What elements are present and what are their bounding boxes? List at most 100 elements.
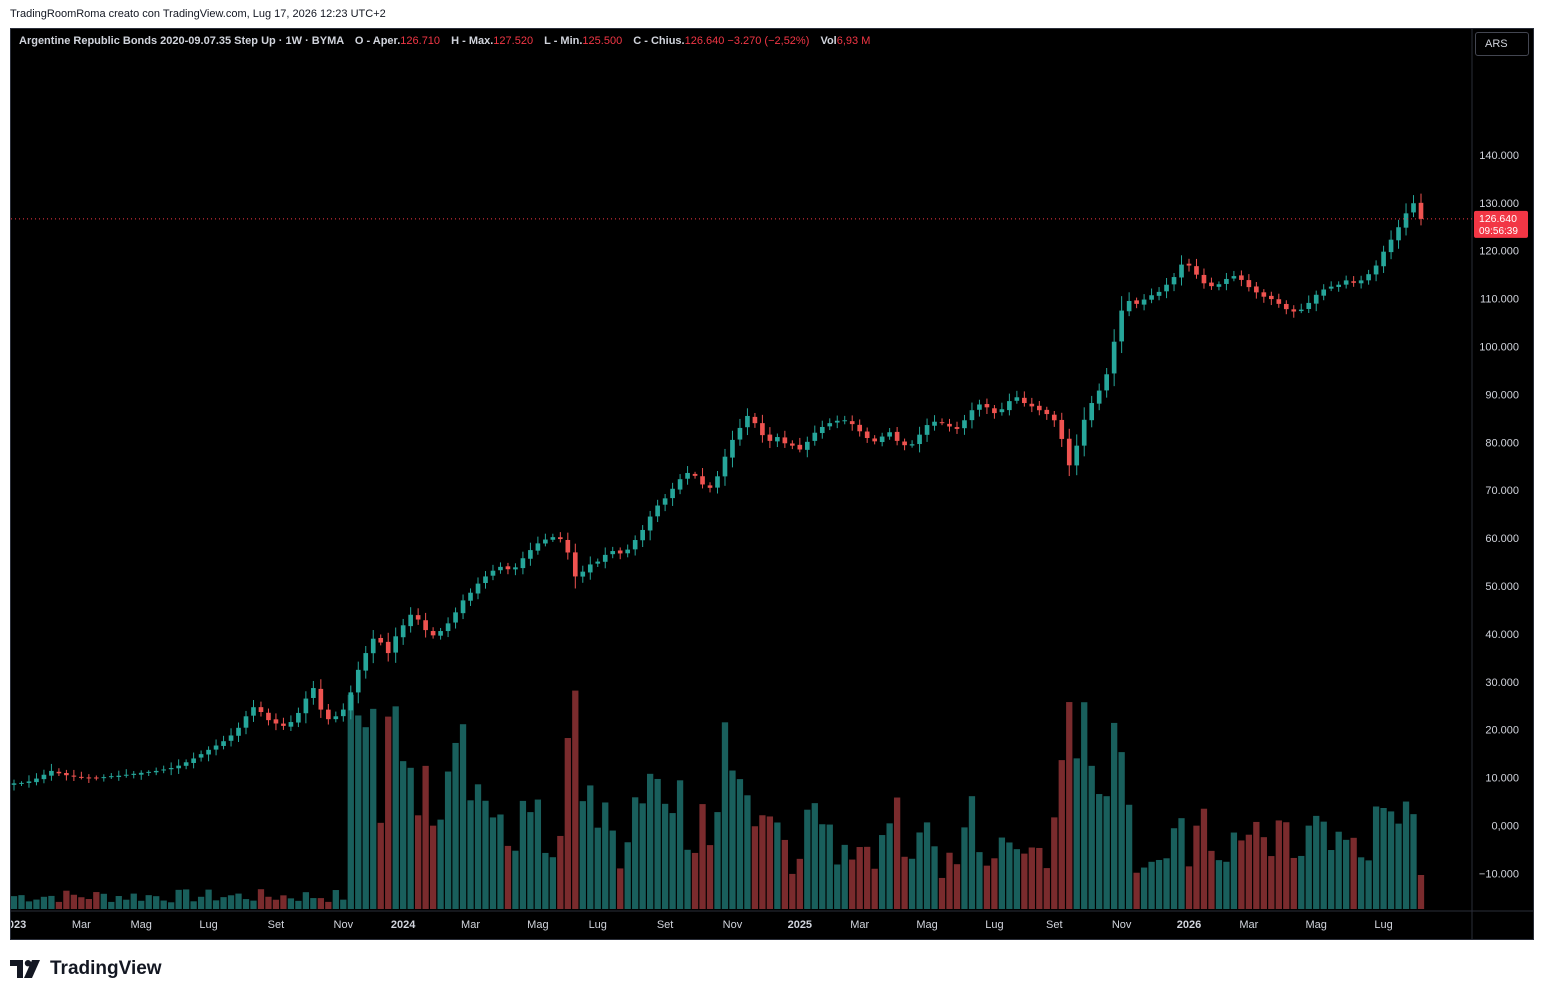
candle-body (857, 424, 863, 432)
y-tick-label: 30.000 (1485, 677, 1519, 689)
candle-body (842, 420, 848, 422)
candle-body (1089, 403, 1095, 421)
volume-bar (317, 898, 324, 909)
volume-bar (1387, 811, 1395, 909)
volume-bar (227, 895, 235, 909)
candle-body (41, 774, 47, 780)
candle-body (1246, 280, 1252, 288)
volume-bar (983, 865, 991, 909)
y-tick-label: 40.000 (1485, 629, 1519, 641)
volume-bar (774, 822, 781, 909)
volume-bar (242, 899, 250, 909)
volume-bar (714, 812, 721, 909)
candle-body (962, 420, 967, 429)
tradingview-logo[interactable]: TradingView (10, 958, 162, 980)
candle-body (340, 709, 346, 717)
candle-body (1261, 292, 1267, 297)
volume-bar (1275, 820, 1282, 909)
candle-body (34, 778, 39, 783)
candle-body (954, 427, 960, 429)
candle-body (662, 498, 668, 505)
x-tick-label: Set (657, 919, 674, 931)
y-tick-label: 0,000 (1491, 821, 1519, 833)
volume-bar (594, 827, 601, 909)
candle-body (1291, 309, 1297, 312)
volume-bar (617, 868, 624, 909)
candle-body (333, 716, 339, 720)
volume-bar (85, 899, 92, 909)
volume-bar (901, 856, 908, 909)
volume-bar (938, 877, 946, 909)
volume-bar (437, 819, 444, 909)
candle-body (1051, 414, 1057, 421)
x-tick-label: Set (1046, 919, 1063, 931)
volume-bar (153, 896, 160, 909)
volume-bar (310, 898, 317, 909)
volume-bar (1125, 804, 1133, 909)
x-tick-label: Mar (1239, 919, 1258, 931)
volume-bar (467, 800, 474, 909)
candle-body (64, 773, 69, 776)
volume-bar (1081, 702, 1088, 909)
volume-bar (55, 901, 63, 909)
candle-body (1254, 286, 1259, 293)
candle-body (213, 745, 219, 750)
candle-body (1231, 276, 1237, 279)
y-tick-label: 100.000 (1479, 342, 1519, 354)
x-tick-label: Lug (199, 919, 217, 931)
volume-bar (1395, 823, 1402, 909)
volume-bar (1230, 832, 1238, 909)
volume-bar (1036, 847, 1043, 909)
candle-body (602, 554, 608, 562)
volume-bar (197, 896, 205, 909)
candle-body (303, 698, 309, 714)
candle-body (460, 600, 466, 614)
candle-body (1126, 301, 1132, 312)
legend-open-value: 126.710 (400, 35, 441, 47)
volume-bar (1417, 875, 1425, 909)
volume-bar (1410, 814, 1417, 909)
currency-button[interactable]: ARS (1475, 32, 1529, 56)
y-tick-label: 90.000 (1485, 389, 1519, 401)
volume-bar (1402, 801, 1410, 909)
volume-bar (504, 845, 512, 909)
volume-bar (1118, 752, 1125, 909)
candle-body (902, 441, 907, 446)
candle-body (26, 781, 32, 783)
candle-body (1036, 405, 1042, 411)
price-volume-chart[interactable]: 140.000 130.000 120.000 110.000 100.000 90.00… (11, 29, 1533, 939)
candle-body (1119, 310, 1124, 342)
volume-bar (871, 868, 878, 909)
chart-panel[interactable]: 140.000 130.000 120.000 110.000 100.000 90.00… (10, 28, 1534, 940)
candle-body (790, 443, 795, 446)
volume-bar (407, 767, 414, 909)
candle-body (1343, 280, 1349, 285)
volume-bar (1215, 860, 1223, 909)
last-price-value: 126.640 (1479, 213, 1517, 225)
volume-bar (953, 864, 961, 909)
volume-bar (138, 900, 145, 909)
x-tick-label: 2023 (11, 919, 26, 931)
candle-body (79, 776, 84, 778)
volume-bar (1006, 842, 1013, 909)
volume-bar (377, 822, 384, 909)
candle-body (513, 567, 518, 570)
candle-body (296, 712, 301, 723)
volume-bar (729, 770, 736, 909)
volume-bar (819, 824, 826, 909)
candle-body (490, 570, 496, 576)
volume-bar (691, 852, 699, 909)
volume-bar (429, 825, 437, 909)
y-tick-label: 50.000 (1485, 581, 1519, 593)
volume-bar (1200, 808, 1208, 909)
candle-body (445, 623, 451, 632)
volume-bar (474, 784, 482, 909)
volume-bar (1298, 855, 1305, 909)
y-tick-label: 110.000 (1480, 294, 1519, 306)
volume-bar (11, 896, 18, 909)
candle-body (804, 441, 810, 450)
candle-body (932, 421, 937, 426)
candle-body (123, 774, 129, 776)
candle-body (700, 476, 705, 485)
volume-bar (602, 802, 609, 909)
